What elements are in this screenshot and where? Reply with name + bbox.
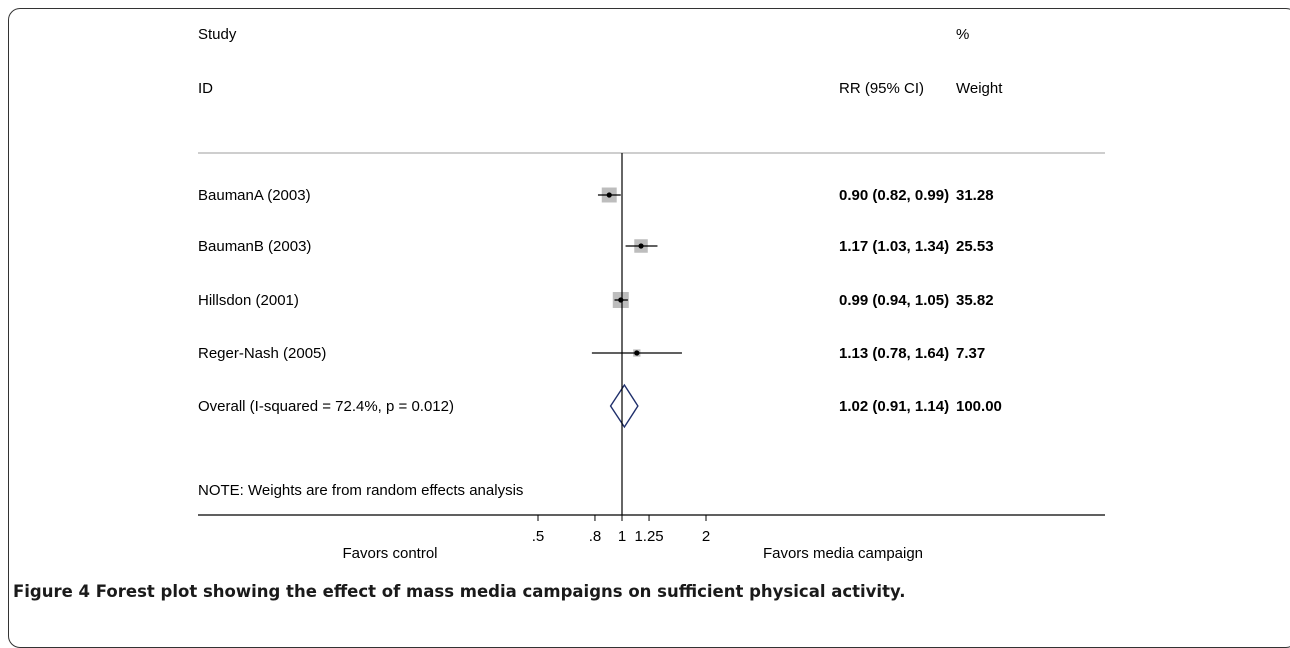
header-weight: Weight bbox=[956, 80, 1003, 97]
weight-text: 31.28 bbox=[956, 187, 994, 204]
ci-text: 0.99 (0.94, 1.05) bbox=[839, 292, 949, 309]
study-label: Reger-Nash (2005) bbox=[198, 345, 326, 362]
header-rr-ci: RR (95% CI) bbox=[839, 80, 924, 97]
tick-label: 1.25 bbox=[634, 528, 663, 545]
point-estimate bbox=[638, 243, 644, 249]
study-label: BaumanB (2003) bbox=[198, 238, 311, 255]
weight-text: 7.37 bbox=[956, 345, 985, 362]
overall-diamond bbox=[609, 383, 639, 429]
ci-text: 1.17 (1.03, 1.34) bbox=[839, 238, 949, 255]
weight-text: 35.82 bbox=[956, 292, 994, 309]
study-row: BaumanA (2003) 0.90 (0.82, 0.99) 31.28 bbox=[198, 187, 994, 204]
tick-label: .5 bbox=[532, 528, 545, 545]
overall-ci-text: 1.02 (0.91, 1.14) bbox=[839, 398, 949, 415]
note-text: NOTE: Weights are from random effects an… bbox=[198, 482, 523, 499]
study-row: Hillsdon (2001) 0.99 (0.94, 1.05) 35.82 bbox=[198, 292, 994, 309]
favors-media-label: Favors media campaign bbox=[763, 545, 923, 562]
overall-row: Overall (I-squared = 72.4%, p = 0.012) 1.… bbox=[198, 383, 1002, 429]
study-rows: BaumanA (2003) 0.90 (0.82, 0.99) 31.28Baum… bbox=[198, 187, 1002, 429]
caption-text: Forest plot showing the effect of mass m… bbox=[95, 582, 906, 601]
study-row: Reger-Nash (2005) 1.13 (0.78, 1.64) 7.37 bbox=[198, 345, 985, 362]
ci-text: 1.13 (0.78, 1.64) bbox=[839, 345, 949, 362]
figure-caption: Figure 4 Forest plot showing the effect … bbox=[13, 582, 906, 601]
study-row: BaumanB (2003) 1.17 (1.03, 1.34) 25.53 bbox=[198, 238, 994, 255]
study-label: Hillsdon (2001) bbox=[198, 292, 299, 309]
forest-plot: Study ID RR (95% CI) % Weight BaumanA (2… bbox=[198, 26, 1105, 562]
x-axis: .5 .8 1 1.25 2 bbox=[198, 153, 1105, 545]
weight-text: 25.53 bbox=[956, 238, 994, 255]
ci-text: 0.90 (0.82, 0.99) bbox=[839, 187, 949, 204]
tick-label: 1 bbox=[618, 528, 626, 545]
study-label: BaumanA (2003) bbox=[198, 187, 311, 204]
favors-control-label: Favors control bbox=[342, 545, 437, 562]
point-estimate bbox=[618, 297, 624, 303]
tick-label: 2 bbox=[702, 528, 710, 545]
header-study: Study bbox=[198, 26, 237, 43]
point-estimate bbox=[634, 350, 640, 356]
caption-label: Figure 4 bbox=[13, 582, 91, 601]
header-percent: % bbox=[956, 26, 969, 43]
header-id: ID bbox=[198, 80, 213, 97]
overall-weight-text: 100.00 bbox=[956, 398, 1002, 415]
point-estimate bbox=[606, 192, 612, 198]
overall-label: Overall (I-squared = 72.4%, p = 0.012) bbox=[198, 398, 454, 415]
tick-label: .8 bbox=[589, 528, 602, 545]
